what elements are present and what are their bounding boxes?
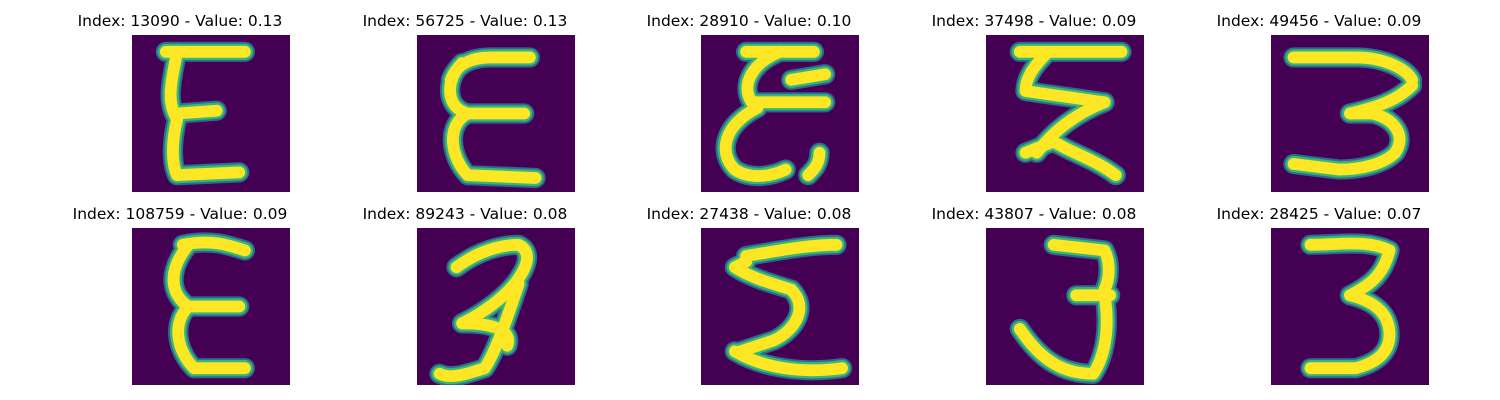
index-value: 43807 — [984, 205, 1034, 223]
title-separator: - Value: — [748, 12, 817, 30]
grid-cell: Index: 28425 - Value: 0.07 — [1169, 193, 1469, 386]
title-prefix: Index: — [931, 12, 985, 30]
score-value: 0.09 — [1386, 12, 1422, 30]
grid-cell: Index: 56725 - Value: 0.13 — [315, 0, 615, 193]
title-prefix: Index: — [646, 12, 700, 30]
index-value: 37498 — [984, 12, 1034, 30]
score-value: 0.08 — [532, 205, 568, 223]
title-prefix: Index: — [646, 205, 700, 223]
score-value: 0.13 — [532, 12, 568, 30]
index-value: 28910 — [699, 12, 749, 30]
index-value: 56725 — [415, 12, 465, 30]
title-prefix: Index: — [362, 205, 416, 223]
grid-cell: Index: 89243 - Value: 0.08 — [315, 193, 615, 386]
cell-title: Index: 13090 - Value: 0.13 — [30, 12, 330, 30]
title-separator: - Value: — [1033, 205, 1102, 223]
grid-cell: Index: 49456 - Value: 0.09 — [1169, 0, 1469, 193]
cell-title: Index: 56725 - Value: 0.13 — [315, 12, 615, 30]
score-value: 0.10 — [816, 12, 852, 30]
cell-title: Index: 108759 - Value: 0.09 — [30, 205, 330, 223]
grid-cell: Index: 13090 - Value: 0.13 — [30, 0, 330, 193]
score-value: 0.08 — [1101, 205, 1137, 223]
cell-title: Index: 49456 - Value: 0.09 — [1169, 12, 1469, 30]
index-value: 27438 — [699, 205, 749, 223]
title-prefix: Index: — [931, 205, 985, 223]
title-prefix: Index: — [1216, 12, 1270, 30]
title-prefix: Index: — [77, 12, 131, 30]
title-separator: - Value: — [464, 205, 533, 223]
digit-image — [132, 228, 290, 385]
index-value: 49456 — [1269, 12, 1319, 30]
index-value: 28425 — [1269, 205, 1319, 223]
score-value: 0.08 — [816, 205, 852, 223]
title-separator: - Value: — [179, 12, 248, 30]
digit-image — [701, 228, 859, 385]
title-prefix: Index: — [362, 12, 416, 30]
grid-cell: Index: 37498 - Value: 0.09 — [884, 0, 1184, 193]
title-separator: - Value: — [1033, 12, 1102, 30]
grid-cell: Index: 43807 - Value: 0.08 — [884, 193, 1184, 386]
score-value: 0.13 — [247, 12, 283, 30]
grid-cell: Index: 27438 - Value: 0.08 — [599, 193, 899, 386]
score-value: 0.09 — [252, 205, 288, 223]
digit-image — [986, 228, 1144, 385]
cell-title: Index: 27438 - Value: 0.08 — [599, 205, 899, 223]
digit-image — [132, 35, 290, 192]
digit-image — [1271, 35, 1429, 192]
index-value: 108759 — [125, 205, 185, 223]
cell-title: Index: 37498 - Value: 0.09 — [884, 12, 1184, 30]
cell-title: Index: 28910 - Value: 0.10 — [599, 12, 899, 30]
cell-title: Index: 28425 - Value: 0.07 — [1169, 205, 1469, 223]
title-prefix: Index: — [72, 205, 126, 223]
grid-cell: Index: 108759 - Value: 0.09 — [30, 193, 330, 386]
title-separator: - Value: — [748, 205, 817, 223]
grid-cell: Index: 28910 - Value: 0.10 — [599, 0, 899, 193]
title-separator: - Value: — [1318, 12, 1387, 30]
digit-image — [417, 35, 575, 192]
title-separator: - Value: — [1318, 205, 1387, 223]
score-value: 0.09 — [1101, 12, 1137, 30]
title-separator: - Value: — [464, 12, 533, 30]
title-prefix: Index: — [1216, 205, 1270, 223]
index-value: 89243 — [415, 205, 465, 223]
digit-image — [701, 35, 859, 192]
cell-title: Index: 89243 - Value: 0.08 — [315, 205, 615, 223]
index-value: 13090 — [130, 12, 180, 30]
title-separator: - Value: — [184, 205, 253, 223]
digit-image — [986, 35, 1144, 192]
cell-title: Index: 43807 - Value: 0.08 — [884, 205, 1184, 223]
score-value: 0.07 — [1386, 205, 1422, 223]
digit-image — [417, 228, 575, 385]
digit-image — [1271, 228, 1429, 385]
